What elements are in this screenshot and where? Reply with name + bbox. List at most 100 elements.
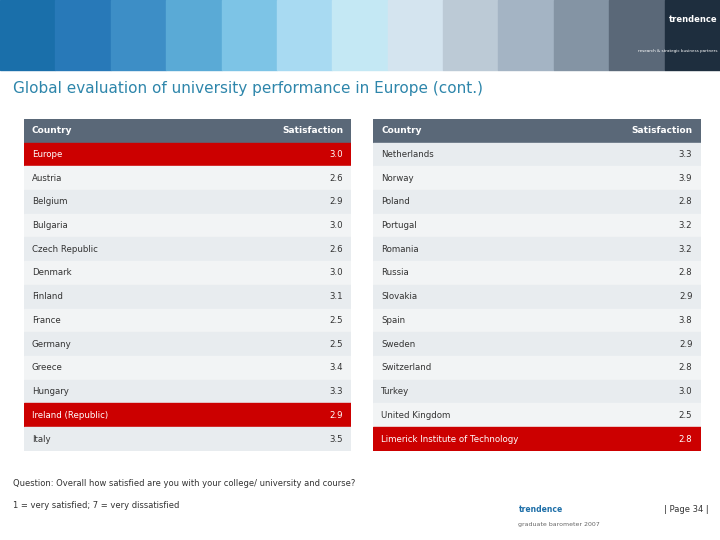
Bar	[24, 332, 351, 356]
Bar	[24, 356, 351, 380]
Text: Satisfaction: Satisfaction	[631, 126, 693, 135]
Text: Country: Country	[32, 126, 73, 135]
Text: Slovakia: Slovakia	[381, 292, 418, 301]
Bar	[24, 190, 351, 214]
Text: 2.9: 2.9	[679, 340, 693, 349]
Text: trendence: trendence	[669, 15, 717, 24]
Text: France: France	[32, 316, 60, 325]
Text: Bulgaria: Bulgaria	[32, 221, 68, 230]
Text: 2.5: 2.5	[330, 340, 343, 349]
Text: Global evaluation of university performance in Europe (cont.): Global evaluation of university performa…	[13, 81, 483, 96]
Bar	[387, 0, 443, 70]
Text: 3.0: 3.0	[330, 221, 343, 230]
Text: 2.9: 2.9	[679, 292, 693, 301]
Text: Ireland (Republic): Ireland (Republic)	[32, 411, 108, 420]
Text: Italy: Italy	[32, 435, 50, 443]
Text: 2.6: 2.6	[330, 245, 343, 254]
Bar	[55, 0, 111, 70]
Bar	[24, 285, 351, 308]
Text: 3.0: 3.0	[330, 268, 343, 278]
Text: 3.2: 3.2	[679, 245, 693, 254]
Bar	[373, 143, 701, 166]
Bar	[373, 166, 701, 190]
Bar	[24, 166, 351, 190]
Bar	[24, 261, 351, 285]
Text: Norway: Norway	[381, 173, 414, 183]
Text: 3.3: 3.3	[330, 387, 343, 396]
Text: 2.5: 2.5	[330, 316, 343, 325]
Bar	[373, 356, 701, 380]
Text: Finland: Finland	[32, 292, 63, 301]
Text: Netherlands: Netherlands	[381, 150, 434, 159]
Bar	[166, 0, 222, 70]
Text: Portugal: Portugal	[381, 221, 417, 230]
Text: 2.8: 2.8	[679, 435, 693, 443]
Bar	[554, 0, 609, 70]
Bar	[498, 0, 554, 70]
Bar	[373, 332, 701, 356]
Text: 3.9: 3.9	[679, 173, 693, 183]
Bar	[24, 308, 351, 332]
Text: 3.3: 3.3	[679, 150, 693, 159]
Bar	[443, 0, 498, 70]
Text: Switzerland: Switzerland	[381, 363, 431, 373]
Text: 2.8: 2.8	[679, 197, 693, 206]
Bar	[373, 285, 701, 308]
Text: Denmark: Denmark	[32, 268, 71, 278]
Text: Country: Country	[381, 126, 422, 135]
Bar	[277, 0, 333, 70]
Bar	[24, 238, 351, 261]
Text: 2.8: 2.8	[679, 268, 693, 278]
Text: 3.4: 3.4	[330, 363, 343, 373]
Text: Belgium: Belgium	[32, 197, 68, 206]
Text: 2.9: 2.9	[330, 411, 343, 420]
Text: 2.6: 2.6	[330, 173, 343, 183]
Text: 3.1: 3.1	[330, 292, 343, 301]
Bar	[111, 0, 166, 70]
Bar	[373, 214, 701, 238]
Text: | Page 34 |: | Page 34 |	[665, 505, 709, 514]
Bar	[0, 0, 55, 70]
Text: Poland: Poland	[381, 197, 410, 206]
Text: 3.2: 3.2	[679, 221, 693, 230]
Bar	[373, 308, 701, 332]
Text: Sweden: Sweden	[381, 340, 415, 349]
Text: 3.5: 3.5	[330, 435, 343, 443]
Bar	[24, 427, 351, 451]
Text: Question: Overall how satisfied are you with your college/ university and course: Question: Overall how satisfied are you …	[13, 480, 356, 488]
Bar	[24, 380, 351, 403]
Bar	[609, 0, 665, 70]
Text: Spain: Spain	[381, 316, 405, 325]
Text: 1 = very satisfied; 7 = very dissatisfied: 1 = very satisfied; 7 = very dissatisfie…	[13, 501, 179, 510]
Bar	[373, 238, 701, 261]
Text: Russia: Russia	[381, 268, 409, 278]
Text: 3.8: 3.8	[679, 316, 693, 325]
Text: graduate barometer 2007: graduate barometer 2007	[518, 522, 600, 527]
Text: Czech Republic: Czech Republic	[32, 245, 98, 254]
Text: Greece: Greece	[32, 363, 63, 373]
Bar	[373, 261, 701, 285]
Text: Europe: Europe	[32, 150, 63, 159]
Text: trendence: trendence	[518, 505, 562, 514]
Text: research & strategic business partners: research & strategic business partners	[638, 49, 717, 52]
Bar	[24, 119, 351, 143]
Bar	[373, 403, 701, 427]
Text: Germany: Germany	[32, 340, 72, 349]
Text: United Kingdom: United Kingdom	[381, 411, 451, 420]
Text: Satisfaction: Satisfaction	[282, 126, 343, 135]
Text: Hungary: Hungary	[32, 387, 69, 396]
Bar	[24, 403, 351, 427]
Text: Limerick Institute of Technology: Limerick Institute of Technology	[381, 435, 518, 443]
Text: Turkey: Turkey	[381, 387, 410, 396]
Bar	[24, 214, 351, 238]
Text: 3.0: 3.0	[330, 150, 343, 159]
Bar	[24, 143, 351, 166]
Text: Romania: Romania	[381, 245, 419, 254]
Text: Austria: Austria	[32, 173, 63, 183]
Bar	[373, 119, 701, 143]
Text: 2.5: 2.5	[679, 411, 693, 420]
Text: 2.9: 2.9	[330, 197, 343, 206]
Bar	[373, 190, 701, 214]
Bar	[373, 380, 701, 403]
Text: 2.8: 2.8	[679, 363, 693, 373]
